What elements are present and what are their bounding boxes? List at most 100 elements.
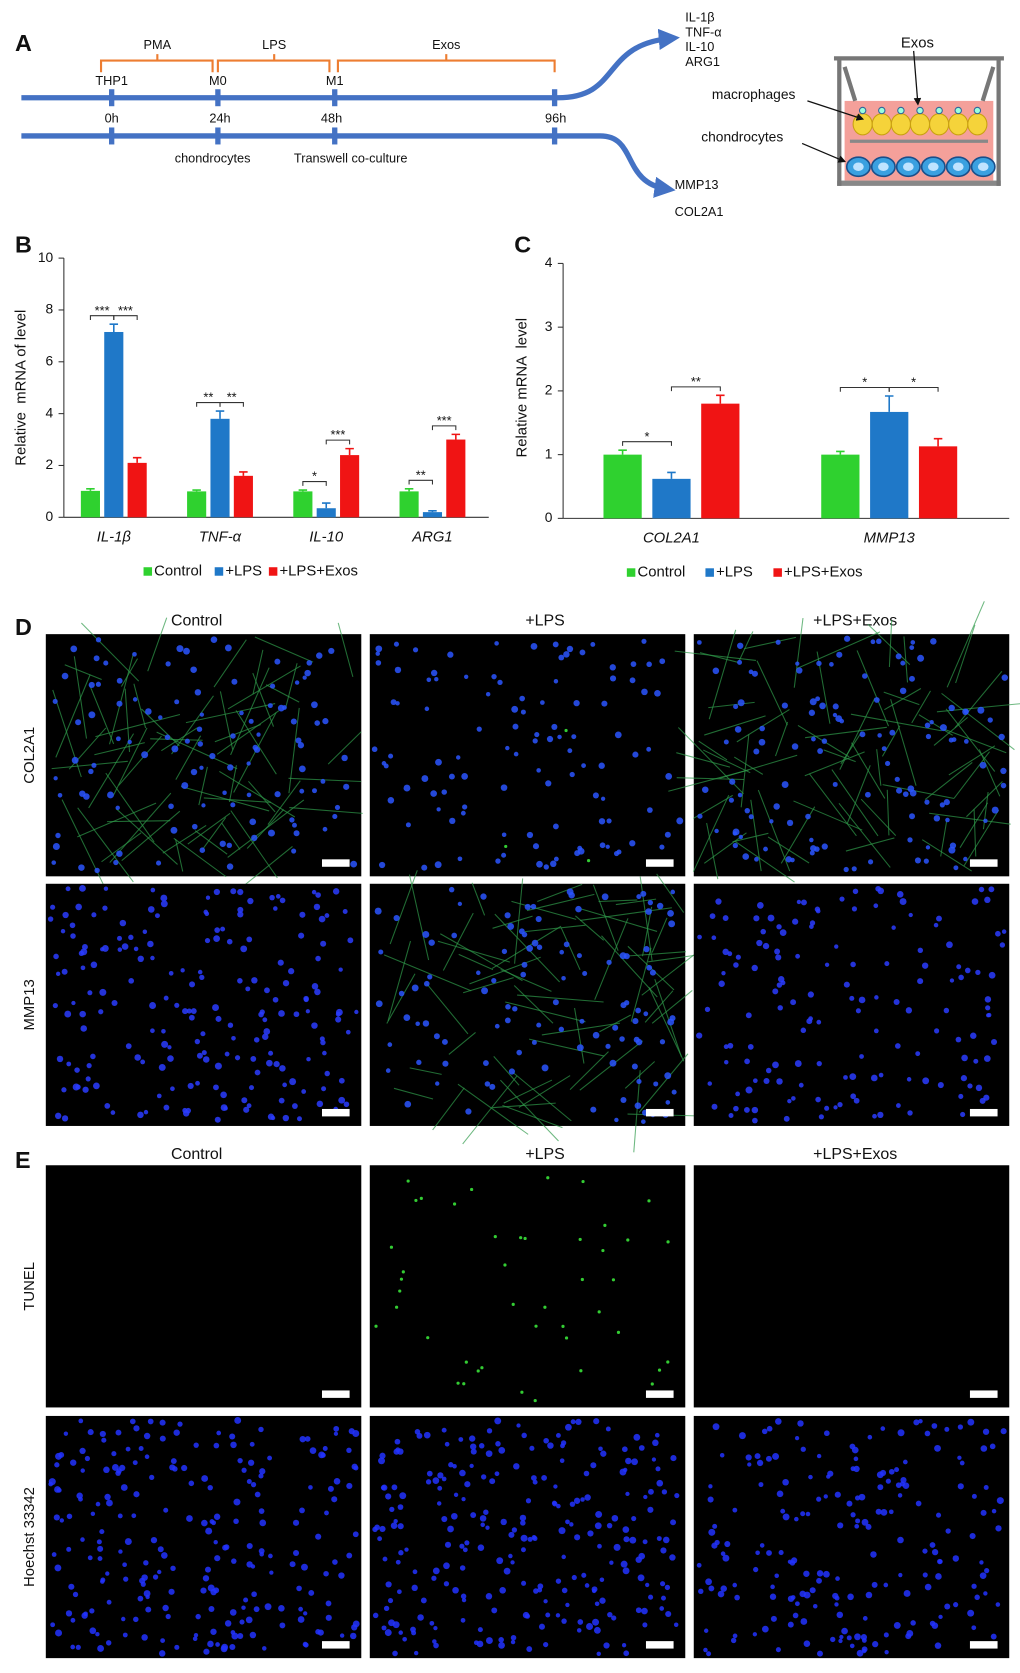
fiber <box>978 749 1001 797</box>
nucleus <box>293 830 300 837</box>
legend-swatch <box>268 567 278 576</box>
nucleus <box>478 1443 485 1449</box>
exosome-dots <box>935 106 943 115</box>
nucleus <box>97 1545 104 1552</box>
fiber <box>839 697 876 770</box>
nucleus <box>706 1651 712 1657</box>
nucleus <box>980 1445 988 1452</box>
nucleus <box>254 1069 261 1076</box>
nucleus <box>601 893 609 901</box>
nucleus <box>622 1526 630 1533</box>
fiber <box>267 780 301 825</box>
fiber <box>393 1087 434 1100</box>
nucleus <box>576 1044 584 1052</box>
error-bar <box>716 394 725 404</box>
nucleus <box>598 1446 603 1452</box>
nucleus <box>141 1574 148 1581</box>
nucleus <box>664 831 671 838</box>
nucleus <box>121 943 129 950</box>
nucleus <box>728 1113 734 1118</box>
nucleus <box>82 1086 89 1093</box>
nucleus <box>204 1566 211 1573</box>
micrograph <box>45 1165 362 1408</box>
nucleus <box>792 1612 799 1619</box>
nucleus <box>289 1078 297 1086</box>
nucleus <box>403 1014 411 1021</box>
nucleus <box>633 1433 641 1441</box>
nucleus <box>165 661 171 667</box>
nucleus <box>510 1639 516 1645</box>
nucleus <box>393 1518 398 1524</box>
nucleus <box>64 1010 72 1018</box>
nucleus <box>72 1591 79 1598</box>
nucleus <box>978 886 985 893</box>
nucleus <box>495 858 501 864</box>
nucleus <box>632 751 639 758</box>
nucleus <box>552 1501 558 1507</box>
nucleus <box>214 1062 222 1070</box>
nucleus <box>113 859 119 866</box>
fiber <box>219 691 234 750</box>
nucleus <box>95 681 102 687</box>
nucleus <box>520 971 527 978</box>
nucleus <box>239 710 244 716</box>
nucleus <box>459 1543 465 1549</box>
fiber <box>886 789 890 836</box>
nucleus <box>600 1450 607 1457</box>
nucleus <box>821 738 828 744</box>
green-spot <box>586 859 591 863</box>
nucleus <box>420 1597 427 1604</box>
nucleus <box>91 762 97 768</box>
nucleus <box>943 799 950 806</box>
row-label: COL2A1 <box>22 727 38 784</box>
nucleus <box>880 1426 886 1431</box>
nucleus <box>272 996 279 1003</box>
nucleus <box>722 1554 730 1562</box>
nucleus <box>943 1007 950 1014</box>
nucleus <box>233 1518 239 1525</box>
nucleus <box>861 1518 869 1526</box>
green-spot <box>666 1360 670 1364</box>
y-tick-label: 0 <box>545 510 553 525</box>
nucleus <box>738 834 744 840</box>
green-spot <box>601 1248 605 1253</box>
fiber <box>651 990 693 1024</box>
nucleus <box>936 915 942 922</box>
nucleus <box>381 761 387 766</box>
nucleus <box>50 1622 56 1628</box>
exosome-dots <box>897 106 905 115</box>
scale-bar <box>645 1641 674 1649</box>
nucleus <box>397 1523 404 1530</box>
nucleus <box>54 1564 62 1572</box>
nucleus <box>308 1590 315 1596</box>
fiber <box>80 622 140 682</box>
nucleus <box>521 961 528 968</box>
nucleus <box>545 780 552 787</box>
y-axis-label: Relative mRNA level <box>515 318 531 458</box>
nucleus <box>249 1631 257 1639</box>
nucleus <box>308 1485 313 1490</box>
fiber <box>850 713 942 732</box>
nucleus <box>870 639 876 645</box>
nucleus <box>818 1114 824 1120</box>
nucleus <box>411 984 419 992</box>
nucleus <box>333 1477 341 1485</box>
scale-bar <box>321 1641 350 1649</box>
nucleus <box>497 679 503 686</box>
cell-label: THP1 <box>95 73 128 88</box>
timeline-ticks <box>109 89 558 145</box>
nucleus <box>877 1111 884 1118</box>
fiber <box>884 688 922 711</box>
fiber <box>147 617 168 672</box>
nucleus <box>614 731 622 739</box>
nucleus <box>374 1524 380 1531</box>
nucleus <box>226 863 234 870</box>
nucleus <box>447 651 454 658</box>
timeline <box>21 28 680 198</box>
nucleus <box>846 1500 853 1507</box>
green-spot <box>564 1336 569 1340</box>
nucleus <box>960 1075 968 1082</box>
nucleus <box>231 1035 236 1041</box>
nucleus <box>816 1019 822 1025</box>
nucleus <box>241 1605 246 1610</box>
